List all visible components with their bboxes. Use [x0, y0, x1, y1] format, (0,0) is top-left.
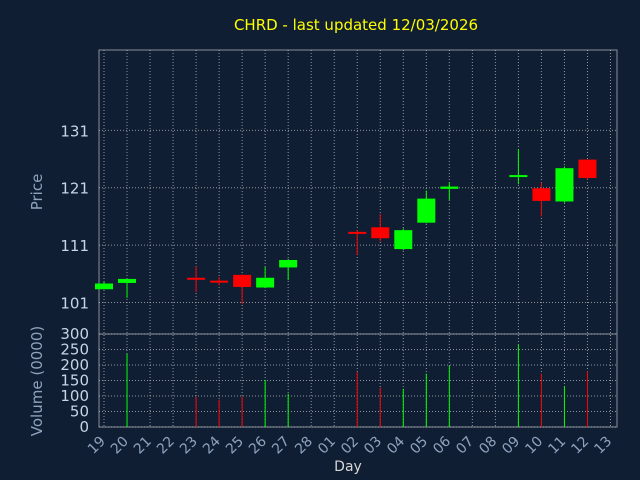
- volume-tick-label: 50: [70, 403, 89, 421]
- candle-body: [555, 168, 574, 202]
- day-tick-label: 07: [453, 434, 477, 458]
- candle-body: [532, 188, 551, 201]
- day-tick-label: 28: [292, 434, 316, 458]
- day-tick-label: 02: [338, 434, 362, 458]
- candle-body: [371, 227, 390, 239]
- day-tick-label: 01: [315, 434, 339, 458]
- day-tick-label: 03: [361, 434, 385, 458]
- volume-tick-label: 100: [60, 387, 89, 405]
- day-tick-label: 13: [591, 434, 615, 458]
- candle-body: [394, 230, 413, 250]
- volume-tick-label: 0: [79, 418, 89, 436]
- day-tick-label: 22: [154, 434, 178, 458]
- candle-body: [279, 259, 298, 268]
- day-tick-label: 06: [430, 433, 454, 457]
- day-tick-label: 12: [568, 434, 592, 458]
- day-tick-label: 04: [384, 433, 408, 457]
- price-tick-labels: 101 111 121 131: [60, 122, 89, 312]
- grid-lines: [99, 50, 617, 428]
- day-tick-label: 23: [177, 434, 201, 458]
- volume-bars: [126, 344, 588, 427]
- day-tick-label: 11: [545, 434, 569, 458]
- day-tick-label: 26: [246, 433, 270, 457]
- day-tick-label: 09: [499, 434, 523, 458]
- candle-body: [440, 186, 459, 189]
- day-tick-label: 08: [476, 434, 500, 458]
- day-tick-label: 10: [522, 434, 546, 458]
- day-tick-labels: 19 20 21 22 23 24 25 26 27 28 01 02 03 04 05 06 07 08 09 10…: [85, 433, 615, 457]
- candle-body: [578, 159, 597, 178]
- day-tick-label: 25: [223, 434, 247, 458]
- chart-title: CHRD - last updated 12/03/2026: [234, 16, 478, 34]
- volume-tick-label: 300: [60, 325, 89, 343]
- day-tick-label: 19: [85, 434, 109, 458]
- price-tick-label: 121: [60, 180, 89, 198]
- volume-tick-label: 200: [60, 356, 89, 374]
- candle-body: [417, 198, 436, 223]
- candle-body: [118, 278, 137, 283]
- candle-body: [210, 280, 229, 283]
- volume-tick-label: 250: [60, 341, 89, 359]
- volume-tick-label: 150: [60, 372, 89, 390]
- day-tick-label: 24: [200, 433, 224, 457]
- candle-body: [256, 277, 275, 288]
- candle-body: [348, 231, 367, 234]
- day-tick-label: 27: [269, 434, 293, 458]
- candle-body: [187, 277, 206, 280]
- price-tick-label: 131: [60, 122, 89, 140]
- candle-body: [95, 283, 113, 290]
- day-tick-label: 20: [108, 434, 132, 458]
- candlestick-series: [95, 149, 597, 305]
- candle-body: [509, 175, 528, 178]
- candle-body: [233, 274, 252, 287]
- volume-axis-label: Volume (0000): [28, 326, 46, 436]
- price-tick-label: 101: [60, 294, 89, 312]
- day-axis-label: Day: [334, 459, 362, 475]
- price-tick-label: 111: [60, 237, 89, 255]
- day-tick-label: 05: [407, 434, 431, 458]
- day-tick-label: 21: [131, 434, 155, 458]
- price-axis-label: Price: [28, 174, 46, 211]
